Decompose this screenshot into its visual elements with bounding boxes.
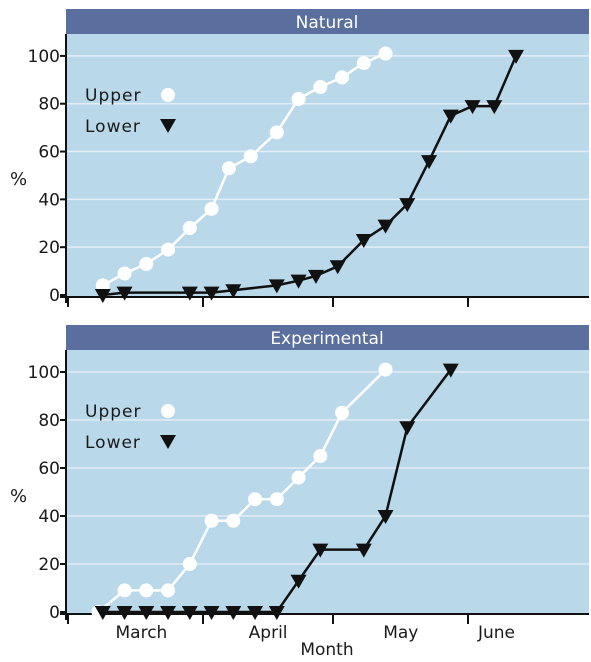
legend-marker-lower [160, 435, 176, 449]
legend-marker-lower [160, 119, 176, 133]
y-tick-label: 20 [38, 238, 60, 258]
data-point-lower [247, 606, 264, 620]
panel-title: Experimental [270, 329, 383, 349]
data-point-upper [291, 470, 306, 485]
data-point-lower [203, 606, 220, 620]
data-point-upper [269, 492, 284, 507]
y-axis-ticks: 0 20 40 60 80 100 [28, 363, 60, 623]
legend-marker-upper [161, 88, 175, 102]
data-point-lower [116, 286, 133, 301]
data-point-upper [378, 46, 393, 61]
data-point-lower [355, 543, 372, 558]
data-point-upper [204, 201, 219, 216]
legend: Upper Lower [85, 86, 176, 137]
data-point-lower [399, 421, 416, 436]
y-tick-label: 40 [38, 507, 60, 527]
data-point-upper [221, 161, 236, 176]
data-point-lower [312, 543, 329, 558]
y-tick-label: 80 [38, 95, 60, 115]
data-point-upper [95, 278, 110, 293]
x-tick-label: March [116, 623, 168, 643]
x-tick-label: April [249, 623, 288, 643]
y-tick-label: 100 [28, 47, 60, 67]
data-point-upper [313, 449, 328, 463]
panel-experimental: Experimental 0 20 40 60 80 100 % Upper L… [10, 325, 589, 660]
data-point-lower [268, 606, 285, 620]
data-point-upper [161, 583, 176, 598]
data-point-upper [117, 266, 132, 281]
y-tick-label: 60 [38, 459, 60, 479]
y-tick-label: 100 [28, 363, 60, 383]
x-tick-label: May [383, 623, 418, 643]
data-point-lower [290, 574, 307, 589]
data-point-upper [117, 583, 132, 598]
data-point-upper [139, 256, 154, 271]
data-point-upper [313, 79, 328, 94]
data-point-lower [160, 606, 177, 620]
data-point-lower [181, 286, 198, 301]
data-point-lower [486, 100, 503, 115]
x-tick-label: June [477, 623, 515, 643]
y-tick-label: 40 [38, 190, 60, 210]
data-point-lower [290, 274, 307, 289]
data-point-lower [464, 100, 481, 115]
data-point-upper [139, 583, 154, 598]
data-point-lower [355, 234, 372, 249]
legend-label-lower: Lower [85, 433, 141, 453]
panel-title: Natural [296, 13, 359, 33]
data-point-lower [116, 606, 133, 620]
data-point-upper [269, 125, 284, 140]
y-tick-label: 60 [38, 143, 60, 163]
data-point-upper [356, 56, 371, 71]
y-tick-label: 0 [49, 603, 60, 623]
data-point-upper [226, 513, 241, 528]
data-point-lower [399, 198, 416, 213]
data-point-upper [161, 242, 176, 257]
legend: Upper Lower [85, 402, 176, 453]
data-point-lower [508, 49, 525, 64]
data-point-lower [442, 363, 459, 378]
x-axis-label: Month [300, 640, 353, 660]
data-point-lower [421, 155, 438, 170]
legend-label-lower: Lower [85, 117, 141, 137]
data-point-lower [138, 606, 155, 620]
y-tick-label: 20 [38, 555, 60, 575]
data-point-upper [291, 91, 306, 106]
panel-natural: Natural 0 20 40 60 80 100 % Upper Lower [10, 9, 589, 307]
data-point-lower [377, 219, 394, 234]
data-point-lower [94, 606, 111, 620]
data-point-lower [225, 284, 242, 299]
panel-header [66, 9, 589, 34]
y-tick-label: 80 [38, 411, 60, 431]
data-point-upper [378, 362, 393, 377]
data-point-lower [307, 269, 324, 284]
data-point-lower [329, 260, 346, 275]
data-point-upper [243, 149, 258, 164]
data-point-upper [335, 70, 350, 85]
plot-area [66, 350, 589, 614]
data-point-upper [204, 513, 219, 528]
legend-label-upper: Upper [85, 86, 141, 106]
legend-label-upper: Upper [85, 402, 141, 422]
data-point-lower [268, 279, 285, 294]
data-point-upper [248, 492, 263, 507]
data-point-lower [442, 109, 459, 124]
panel-header [66, 325, 589, 350]
data-point-lower [377, 510, 394, 524]
y-tick-label: 0 [49, 286, 60, 306]
data-point-lower [225, 606, 242, 620]
y-axis-label: % [10, 169, 27, 190]
y-axis-label: % [10, 486, 27, 507]
plot-area [66, 34, 589, 297]
data-point-lower [203, 286, 220, 301]
data-point-lower [181, 606, 198, 620]
y-axis-ticks: 0 20 40 60 80 100 [28, 47, 60, 306]
legend-marker-upper [161, 404, 175, 418]
data-point-upper [335, 405, 350, 420]
data-point-upper [182, 557, 197, 571]
x-axis-labels: March April May June [116, 623, 515, 643]
data-point-lower [94, 289, 111, 303]
data-point-upper [182, 221, 197, 236]
